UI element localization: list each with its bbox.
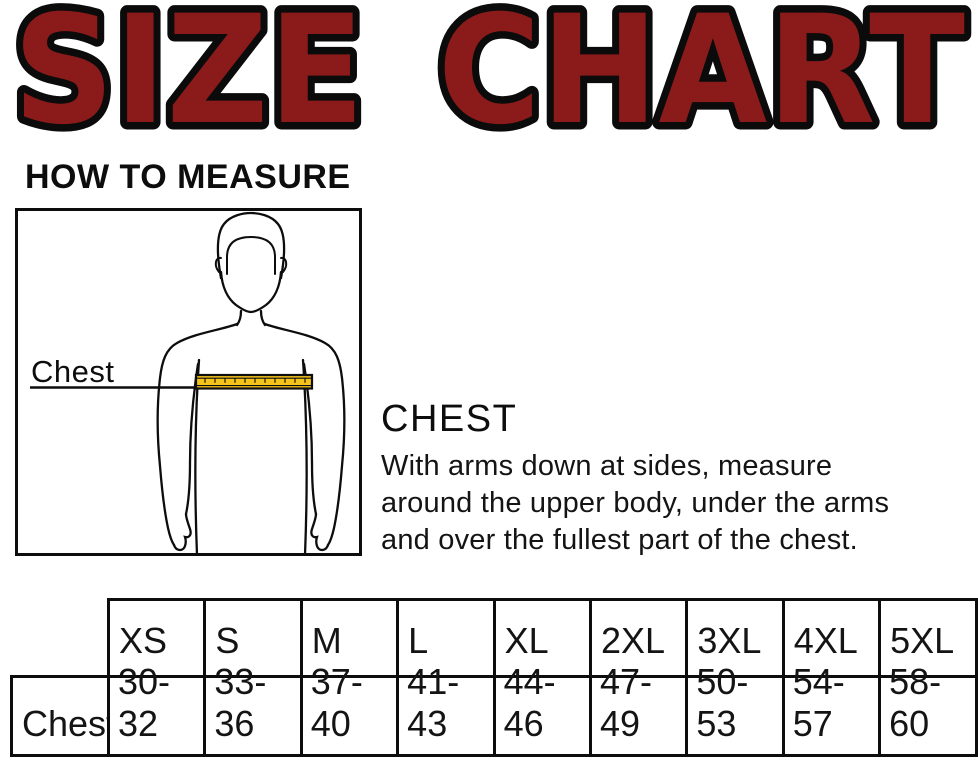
size-table-header-row: XS S M L XL 2XL 3XL 4XL 5XL [107,598,978,678]
neck-right-line [259,309,267,327]
chest-value-5xl: 58-60 [878,661,978,757]
chest-value-m: 37-40 [299,661,400,757]
chest-callout-label: Chest [31,354,114,389]
face-outline [219,270,283,314]
left-shoulder-arm-outline [156,322,239,547]
instruction-line: around the upper body, under the arms [381,487,890,519]
chest-value-3xl: 50-53 [685,661,785,757]
right-shoulder-arm-outline [263,322,346,547]
head-outline [216,211,286,280]
chest-value-s: 33-36 [203,661,303,757]
right-hand-outline [310,512,330,552]
how-to-measure-heading: HOW TO MEASURE [25,158,351,196]
left-ear [214,256,222,273]
chest-instructions: With arms down at sides, measure around … [381,448,889,559]
size-table-chest-row: Chest 30-32 33-36 37-40 41-43 44-46 47-4… [10,661,978,757]
chest-value-xs: 30-32 [107,661,207,757]
hairline [226,235,276,275]
measurement-diagram-art: Chest [15,208,362,557]
page-title-art: SIZE CHART [6,0,973,166]
chest-value-xl: 44-46 [492,661,592,757]
size-header-cell-xl: XL [492,598,592,678]
right-ear [280,256,288,273]
instruction-line: With arms down at sides, measure [381,450,833,482]
measurement-diagram: Chest [15,208,362,557]
chest-value-4xl: 54-57 [781,661,882,757]
page-title: SIZE CHART [0,0,978,166]
size-header-cell-l: L [396,598,496,678]
size-header-cell-m: M [299,598,400,678]
left-hand-outline [172,512,192,552]
person-figure [15,208,362,557]
chest-row-label: Chest [10,675,116,757]
chest-section-heading: CHEST [381,398,518,440]
tape-edge-lines [196,377,312,387]
chest-value-l: 41-43 [396,661,496,757]
measuring-tape [194,373,314,390]
diagram-border [15,208,362,556]
instruction-line: and over the fullest part of the chest. [381,524,858,556]
chest-callout: Chest [30,354,197,389]
chest-value-2xl: 47-49 [588,661,689,757]
size-header-cell-3xl: 3XL [685,598,785,678]
page-title-text: SIZE CHART [13,0,965,152]
size-header-cell-5xl: 5XL [878,598,978,678]
right-inner-arm-line [302,362,318,516]
left-inner-arm-line [184,362,200,516]
neck-left-line [235,309,243,327]
tape-tick-marks [204,378,306,383]
